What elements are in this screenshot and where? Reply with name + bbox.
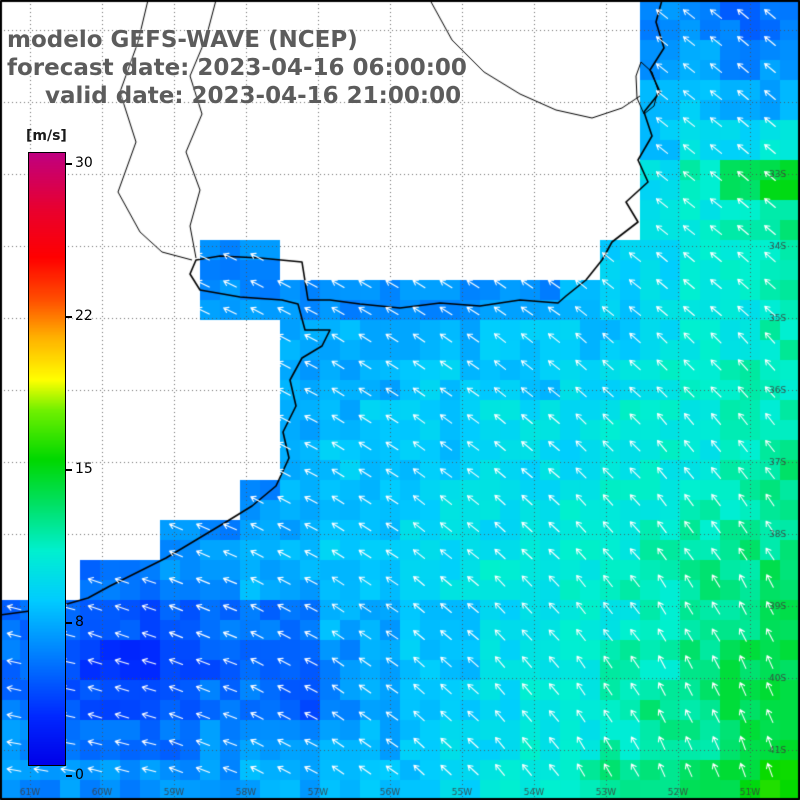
model-title: modelo GEFS-WAVE (NCEP) (7, 27, 358, 53)
colorbar-tick-label: 15 (75, 460, 93, 477)
forecast-date-label: forecast date: 2023-04-16 06:00:00 (7, 55, 467, 81)
tick-mark (66, 162, 72, 165)
tick-mark (66, 621, 72, 624)
colorbar-gradient (28, 152, 66, 766)
colorbar-unit-label: [m/s] (26, 128, 67, 144)
tick-mark (66, 468, 72, 471)
plot-title-block: modelo GEFS-WAVE (NCEP) forecast date: 2… (7, 26, 467, 110)
colorbar: [m/s] 30 22 15 8 0 (26, 128, 93, 783)
colorbar-tick-label: 8 (75, 613, 84, 630)
tick-mark (66, 315, 72, 318)
colorbar-tick-label: 0 (75, 766, 84, 783)
colorbar-tick-label: 30 (75, 154, 93, 171)
valid-date-label: valid date: 2023-04-16 21:00:00 (45, 83, 462, 109)
colorbar-tick-label: 22 (75, 307, 93, 324)
tick-mark (66, 774, 72, 777)
